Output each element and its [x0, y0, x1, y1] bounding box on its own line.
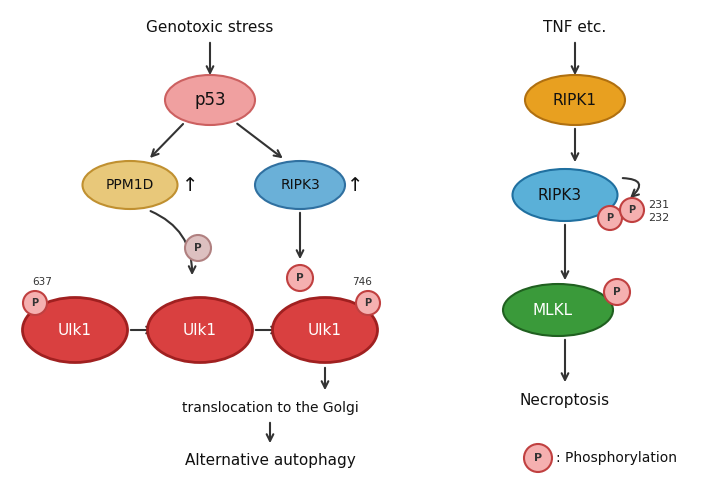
Text: P: P — [364, 298, 372, 308]
Circle shape — [185, 235, 211, 261]
Text: 746: 746 — [352, 277, 372, 287]
Text: Genotoxic stress: Genotoxic stress — [146, 20, 274, 35]
Text: p53: p53 — [194, 91, 226, 109]
Text: ↑: ↑ — [347, 175, 363, 194]
FancyArrowPatch shape — [623, 178, 639, 196]
Text: RIPK3: RIPK3 — [538, 188, 582, 203]
Text: RIPK1: RIPK1 — [553, 92, 597, 107]
Text: TNF etc.: TNF etc. — [544, 20, 607, 35]
Text: Ulk1: Ulk1 — [183, 323, 217, 337]
Text: P: P — [296, 273, 304, 283]
Ellipse shape — [22, 297, 127, 363]
Ellipse shape — [513, 169, 618, 221]
Ellipse shape — [165, 75, 255, 125]
Ellipse shape — [525, 75, 625, 125]
Circle shape — [604, 279, 630, 305]
Circle shape — [524, 444, 552, 472]
Text: Necroptosis: Necroptosis — [520, 393, 610, 407]
Text: 231: 231 — [648, 200, 669, 210]
Circle shape — [598, 206, 622, 230]
Ellipse shape — [503, 284, 613, 336]
Text: Alternative autophagy: Alternative autophagy — [184, 452, 356, 468]
Text: PPM1D: PPM1D — [106, 178, 154, 192]
Text: 637: 637 — [32, 277, 52, 287]
Circle shape — [287, 265, 313, 291]
Text: P: P — [534, 453, 542, 463]
Text: P: P — [606, 213, 613, 223]
Text: MLKL: MLKL — [533, 302, 573, 317]
Text: RIPK3: RIPK3 — [280, 178, 320, 192]
Text: translocation to the Golgi: translocation to the Golgi — [181, 401, 359, 415]
Text: 232: 232 — [648, 213, 670, 223]
Ellipse shape — [255, 161, 345, 209]
Text: P: P — [32, 298, 39, 308]
Circle shape — [620, 198, 644, 222]
Text: : Phosphorylation: : Phosphorylation — [556, 451, 677, 465]
FancyArrowPatch shape — [150, 211, 196, 273]
Ellipse shape — [83, 161, 178, 209]
Text: Ulk1: Ulk1 — [58, 323, 92, 337]
Ellipse shape — [148, 297, 253, 363]
Circle shape — [356, 291, 380, 315]
Text: P: P — [194, 243, 202, 253]
Text: P: P — [613, 287, 621, 297]
Ellipse shape — [272, 297, 377, 363]
Text: Ulk1: Ulk1 — [308, 323, 342, 337]
Text: ↑: ↑ — [182, 175, 198, 194]
Text: P: P — [629, 205, 636, 215]
Circle shape — [23, 291, 47, 315]
